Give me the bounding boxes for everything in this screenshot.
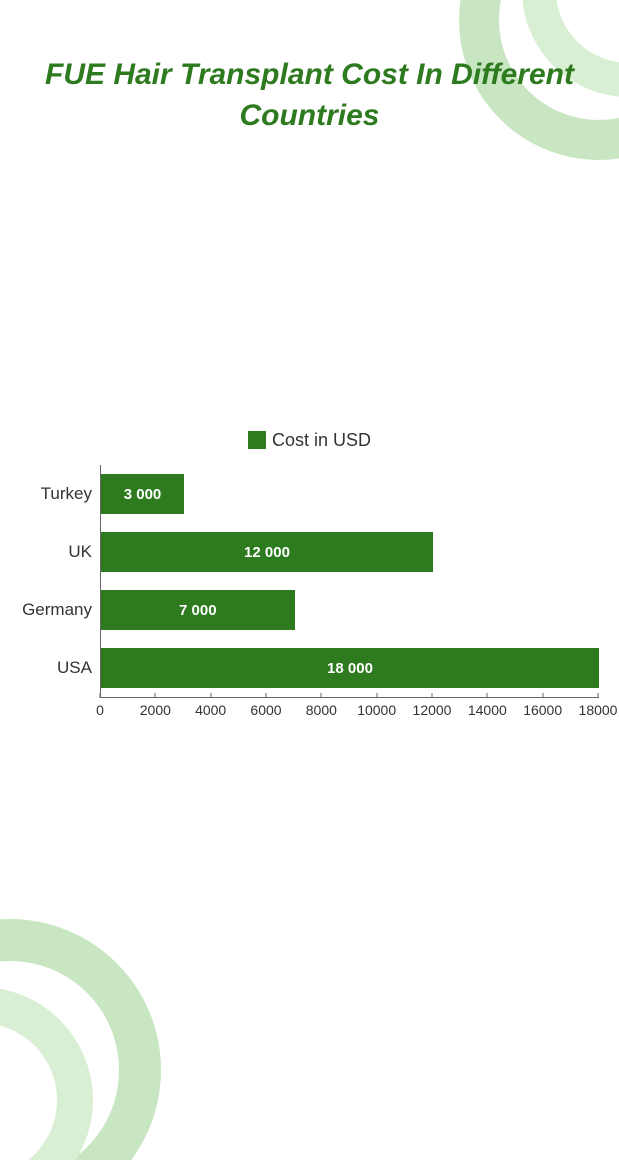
legend-swatch <box>248 431 266 449</box>
decor-bottom-arcs <box>0 860 220 1160</box>
x-tick-mark <box>266 693 267 698</box>
x-tick-mark <box>432 693 433 698</box>
plot-area: TurkeyUKGermanyUSA 3 000 12 000 7 000 18 00… <box>20 465 599 698</box>
x-tick-mark <box>100 693 101 698</box>
bar: 12 000 <box>101 532 433 572</box>
x-axis: 0200040006000800010000120001400016000180… <box>100 698 599 728</box>
x-tick-mark <box>487 693 488 698</box>
x-tick-label: 4000 <box>195 702 226 718</box>
bar-row: 3 000 <box>101 465 599 523</box>
bars-area: 3 000 12 000 7 000 18 000 <box>100 465 599 698</box>
x-tick-label: 2000 <box>140 702 171 718</box>
bar: 7 000 <box>101 590 295 630</box>
x-tick-mark <box>210 693 211 698</box>
x-tick-label: 10000 <box>357 702 396 718</box>
x-tick-label: 12000 <box>413 702 452 718</box>
bar-row: 7 000 <box>101 581 599 639</box>
legend: Cost in USD <box>20 430 599 451</box>
bar-row: 12 000 <box>101 523 599 581</box>
y-label: UK <box>20 523 100 581</box>
x-tick-label: 6000 <box>250 702 281 718</box>
bar: 18 000 <box>101 648 599 688</box>
page-title: FUE Hair Transplant Cost In Different Co… <box>0 55 619 136</box>
y-label: Turkey <box>20 465 100 523</box>
x-tick-mark <box>155 693 156 698</box>
bar: 3 000 <box>101 474 184 514</box>
bar-row: 18 000 <box>101 639 599 697</box>
x-tick-mark <box>598 693 599 698</box>
x-tick-label: 8000 <box>306 702 337 718</box>
x-tick-label: 14000 <box>468 702 507 718</box>
legend-label: Cost in USD <box>272 430 371 450</box>
x-tick-label: 0 <box>96 702 104 718</box>
x-tick-mark <box>321 693 322 698</box>
cost-chart: Cost in USD TurkeyUKGermanyUSA 3 000 12 0… <box>20 430 599 728</box>
x-tick-label: 16000 <box>523 702 562 718</box>
y-axis-labels: TurkeyUKGermanyUSA <box>20 465 100 698</box>
y-label: USA <box>20 639 100 697</box>
y-label: Germany <box>20 581 100 639</box>
x-tick-mark <box>376 693 377 698</box>
x-tick-label: 18000 <box>579 702 618 718</box>
x-tick-mark <box>542 693 543 698</box>
